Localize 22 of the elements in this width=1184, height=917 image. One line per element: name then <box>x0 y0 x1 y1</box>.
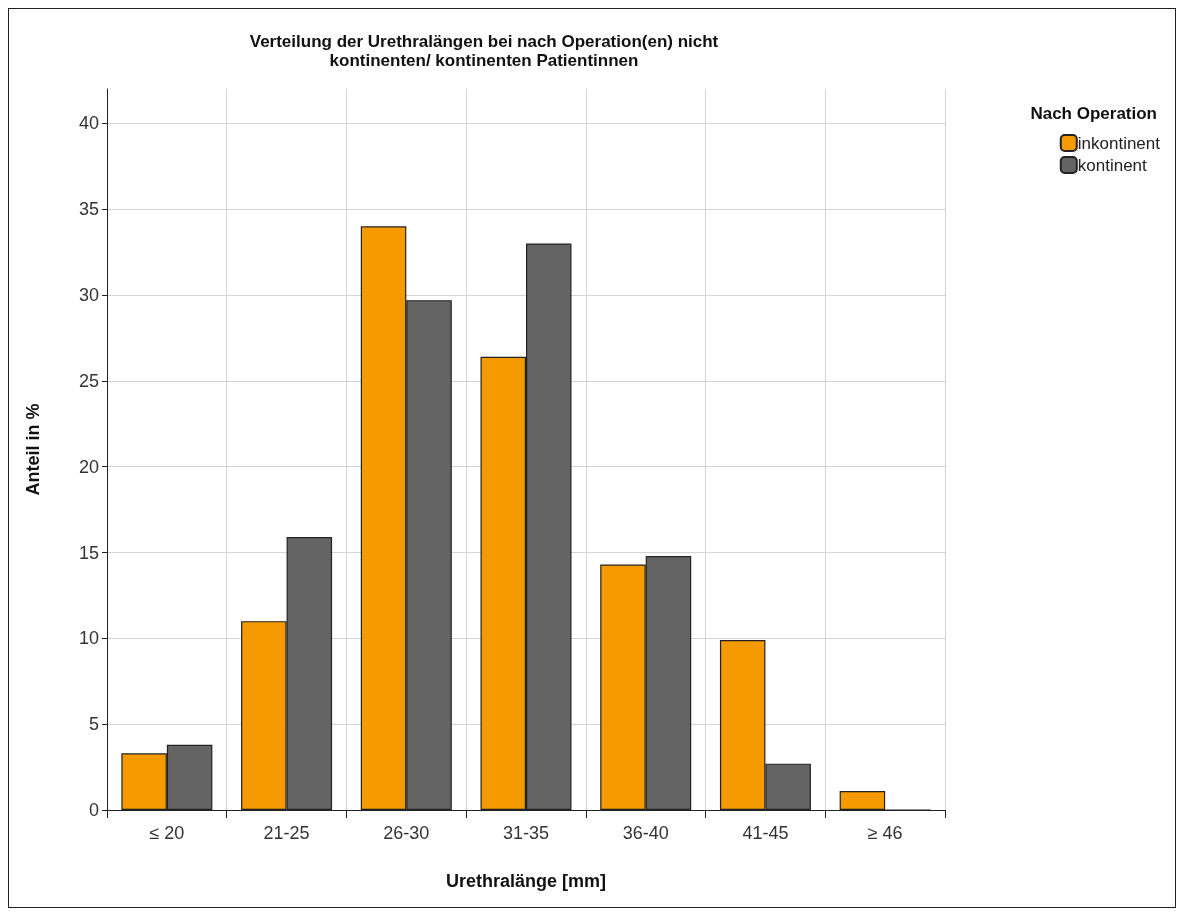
legend-label: inkontinent <box>1077 133 1161 153</box>
y-tick-label: 10 <box>78 628 99 649</box>
chart-title: Verteilung der Urethralängen bei nach Operation(en) nicht kontinenten/ kontinenten Patientinnen <box>249 32 719 70</box>
x-tick-label: 26-30 <box>383 823 430 843</box>
y-tick-label: 0 <box>88 800 99 820</box>
x-tick-label: 21-25 <box>263 823 310 843</box>
y-tick-label: 5 <box>88 714 99 735</box>
x-tick-label: 41-45 <box>742 823 789 843</box>
y-tick-label: 15 <box>78 542 99 563</box>
x-tick-label: 36-40 <box>622 823 669 843</box>
y-tick-label: 40 <box>78 113 99 134</box>
y-axis-title: Anteil in % <box>23 403 43 496</box>
y-tick-label: 20 <box>78 456 99 477</box>
x-axis-title: Urethralänge [mm] <box>445 871 607 891</box>
legend-title: Nach Operation <box>1030 104 1158 123</box>
x-tick-label: ≥ 46 <box>867 823 903 843</box>
y-tick-label: 25 <box>78 370 99 391</box>
y-tick-label: 30 <box>78 285 99 305</box>
x-tick-label: 31-35 <box>502 823 550 843</box>
y-tick-label: 35 <box>78 199 99 220</box>
x-tick-label: ≤ 20 <box>149 823 185 843</box>
legend-label: kontinent <box>1077 155 1148 175</box>
